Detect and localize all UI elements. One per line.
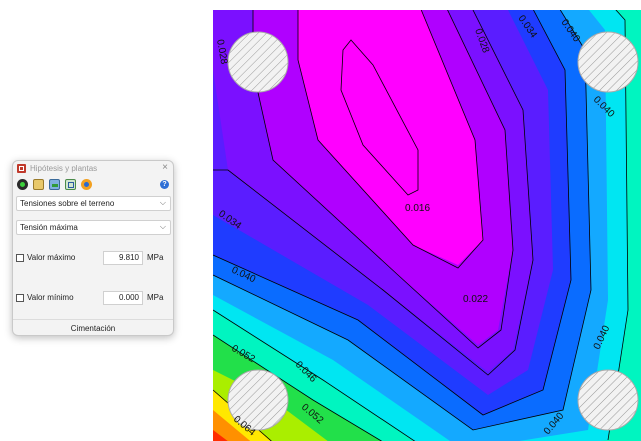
app-icon <box>17 164 26 173</box>
max-value-unit: MPa <box>147 253 164 262</box>
close-button[interactable]: × <box>162 162 168 173</box>
contour-line-0046 <box>213 309 416 441</box>
contour-line-0040 <box>213 10 572 416</box>
color-scale-icon[interactable] <box>81 179 92 190</box>
contour-lines <box>213 10 629 441</box>
max-value-label: Valor máximo <box>27 253 76 262</box>
divider <box>13 319 173 320</box>
result-type-value: Tensiones sobre el terreno <box>20 199 115 208</box>
dialog-titlebar[interactable]: Hipótesis y plantas × <box>13 161 173 176</box>
plan-view-icon[interactable] <box>49 179 60 190</box>
max-value-row: Valor máximo 9.810 MPa <box>16 251 171 267</box>
contour-line-0016 <box>340 39 419 196</box>
help-icon[interactable]: ? <box>160 180 169 189</box>
max-value-field[interactable]: 9.810 <box>103 251 143 265</box>
min-value-row: Valor mínimo 0.000 MPa <box>16 291 171 307</box>
band-magenta <box>298 10 483 265</box>
contour-label-0022: 0.022 <box>463 294 488 305</box>
building-icon[interactable] <box>33 179 44 190</box>
stress-type-value: Tensión máxima <box>20 223 78 232</box>
chevron-down-icon: ⌵ <box>159 222 166 231</box>
contour-svg: 0.016 0.022 0.028 0.034 0.034 0.040 0.04… <box>213 10 641 441</box>
display-mode-icon[interactable] <box>17 179 28 190</box>
footer-foundation-label: Cimentación <box>70 324 116 333</box>
max-value-checkbox[interactable] <box>16 254 24 262</box>
contour-label-0016: 0.016 <box>405 203 430 214</box>
dialog-toolbar: ? <box>17 179 171 191</box>
contour-line-0034 <box>213 10 534 376</box>
contour-line-0028 <box>252 10 514 349</box>
pile-top-right[interactable] <box>577 31 639 93</box>
chevron-down-icon: ⌵ <box>159 198 166 207</box>
min-value-checkbox[interactable] <box>16 294 24 302</box>
dialog-title: Hipótesis y plantas <box>30 164 98 173</box>
min-value-field[interactable]: 0.000 <box>103 291 143 305</box>
contour-label-0028-left: 0.028 <box>214 39 229 66</box>
contour-line-0052 <box>213 334 383 441</box>
min-value-label: Valor mínimo <box>27 293 74 302</box>
stress-contour-plot: 0.016 0.022 0.028 0.034 0.034 0.040 0.04… <box>213 10 641 441</box>
pile-top-left[interactable] <box>227 31 289 93</box>
hypothesis-and-floors-dialog[interactable]: Hipótesis y plantas × ? Tensiones sobre … <box>12 160 174 336</box>
result-type-select[interactable]: Tensiones sobre el terreno ⌵ <box>16 196 171 211</box>
pile-bottom-right[interactable] <box>577 369 639 431</box>
min-value-unit: MPa <box>147 293 164 302</box>
section-view-icon[interactable] <box>65 179 76 190</box>
contour-line-0022 <box>297 10 484 269</box>
stress-type-select[interactable]: Tensión máxima ⌵ <box>16 220 171 235</box>
pile-bottom-left[interactable] <box>227 369 289 431</box>
